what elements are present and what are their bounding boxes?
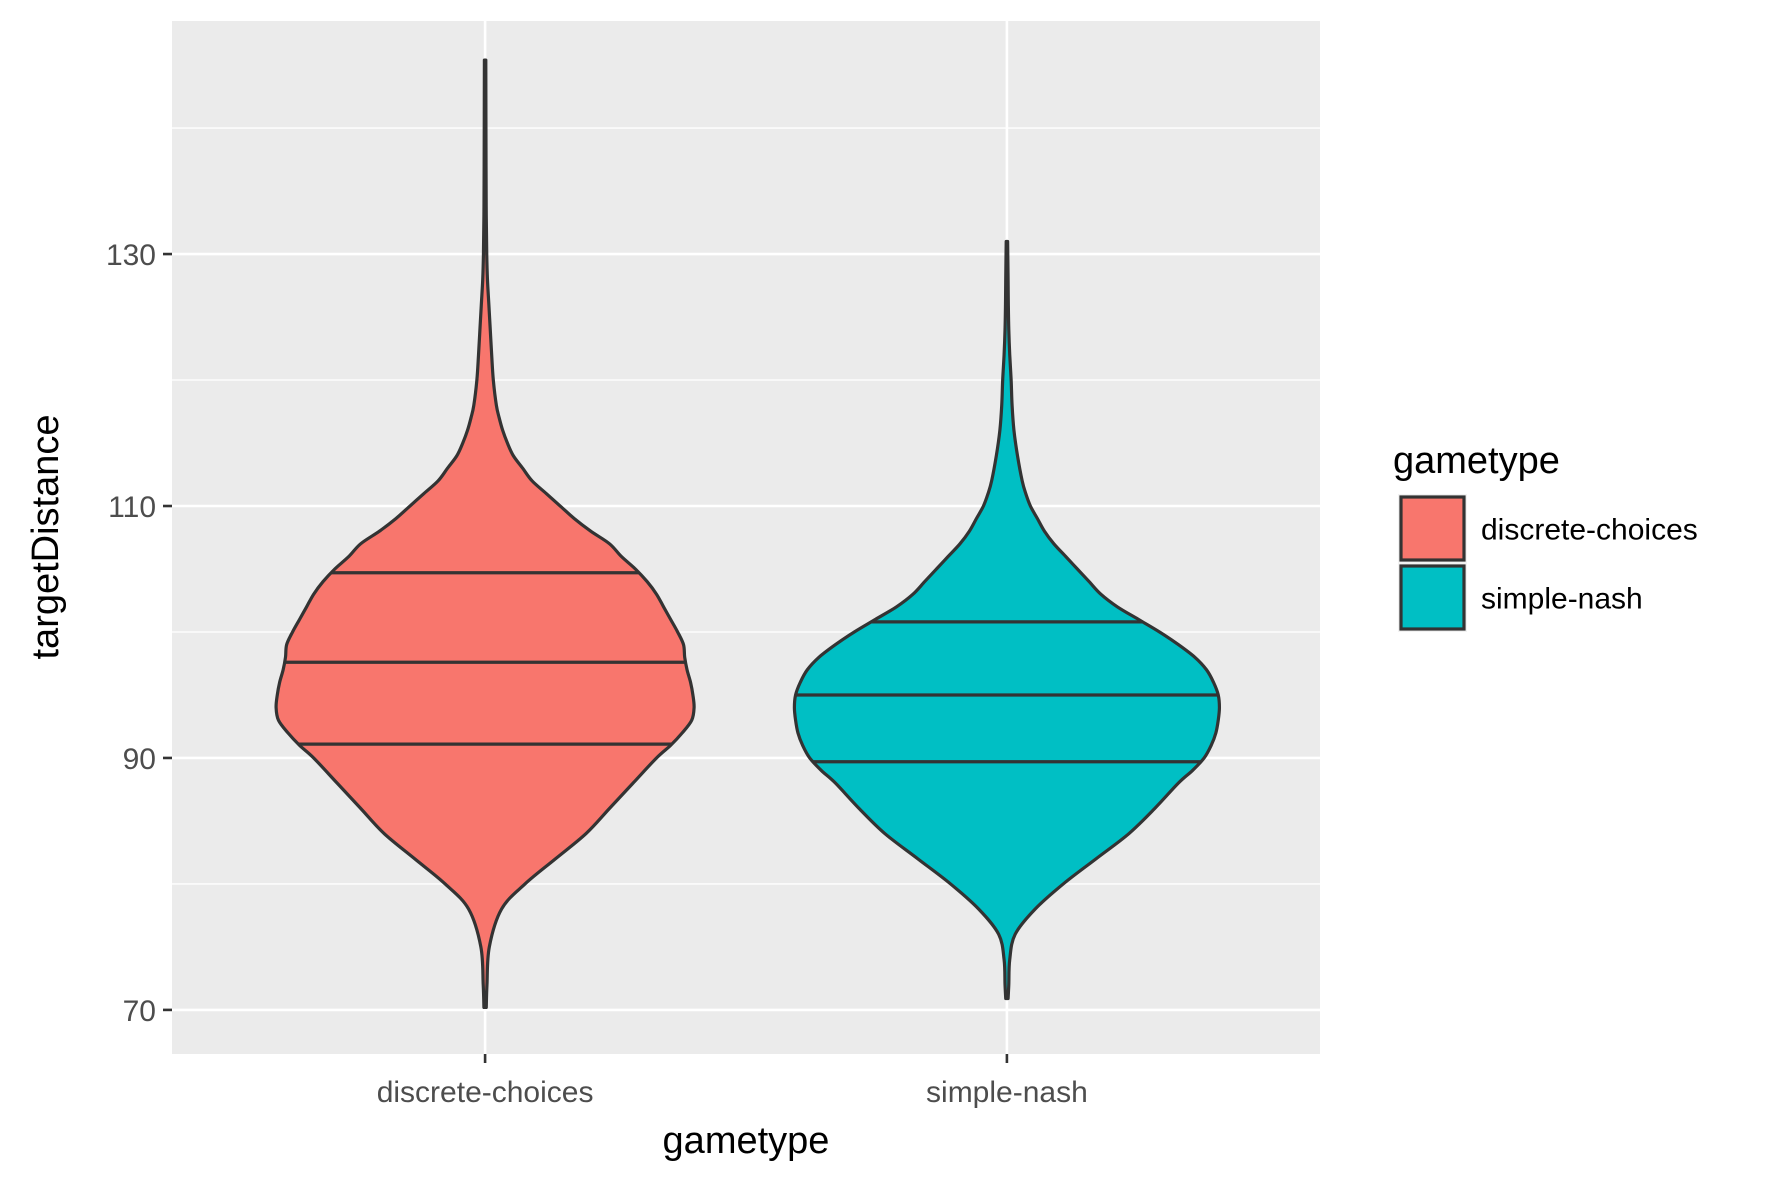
- legend: gametype discrete-choices simple-nash: [1393, 440, 1698, 632]
- violins: [274, 58, 1222, 1009]
- legend-items: discrete-choices simple-nash: [1398, 494, 1698, 632]
- legend-swatch: [1399, 564, 1466, 631]
- x-axis: discrete-choices simple-nash: [377, 1054, 1088, 1109]
- violin-discrete-choices: [274, 58, 696, 1009]
- x-tick-label: simple-nash: [926, 1076, 1088, 1109]
- y-tick-label: 130: [106, 239, 156, 272]
- violin-simple-nash: [792, 239, 1222, 1001]
- legend-swatch: [1399, 495, 1466, 562]
- legend-label: discrete-choices: [1481, 514, 1698, 547]
- y-axis: 70 90 110 130: [106, 239, 172, 1028]
- x-axis-title: gametype: [663, 1120, 830, 1162]
- y-tick-label: 90: [123, 743, 156, 776]
- legend-label: simple-nash: [1481, 583, 1643, 616]
- legend-title: gametype: [1393, 440, 1560, 482]
- y-tick-label: 70: [123, 995, 156, 1028]
- y-axis-title: targetDistance: [25, 414, 67, 659]
- y-tick-label: 110: [108, 491, 156, 524]
- x-tick-label: discrete-choices: [377, 1076, 594, 1109]
- plot-panel: [172, 21, 1320, 1054]
